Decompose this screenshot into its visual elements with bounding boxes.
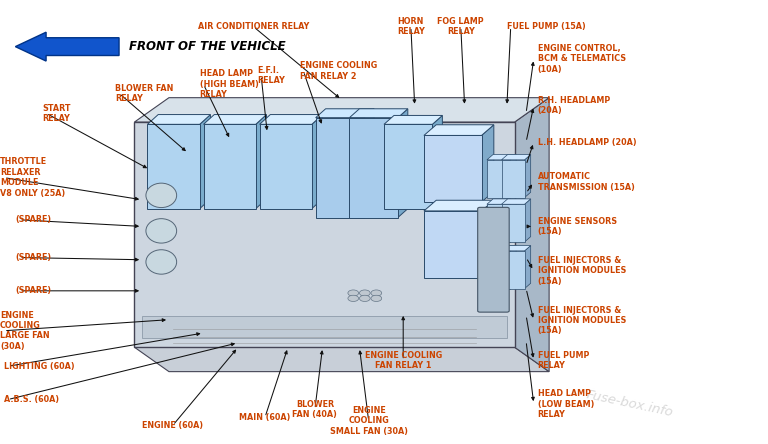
- Text: FUEL PUMP
RELAY: FUEL PUMP RELAY: [538, 351, 589, 370]
- Text: THROTTLE
RELAXER
MODULE
V8 ONLY (25A): THROTTLE RELAXER MODULE V8 ONLY (25A): [0, 158, 65, 198]
- Polygon shape: [424, 200, 494, 211]
- Text: (SPARE): (SPARE): [15, 215, 51, 224]
- Polygon shape: [482, 125, 494, 202]
- Circle shape: [371, 290, 382, 296]
- Polygon shape: [142, 316, 507, 338]
- Bar: [316, 118, 364, 218]
- FancyBboxPatch shape: [478, 207, 509, 312]
- Text: ENGINE CONTROL,
BCM & TELEMATICS
(10A): ENGINE CONTROL, BCM & TELEMATICS (10A): [538, 44, 626, 74]
- Circle shape: [348, 290, 359, 296]
- Text: E.F.I.
RELAY: E.F.I. RELAY: [257, 66, 285, 85]
- Text: ENGINE SENSORS
(15A): ENGINE SENSORS (15A): [538, 217, 617, 236]
- Text: A.B.S. (60A): A.B.S. (60A): [4, 395, 59, 404]
- Text: ENGINE (60A): ENGINE (60A): [142, 421, 204, 430]
- Polygon shape: [487, 246, 516, 251]
- Text: AUTOMATIC
TRANSMISSION (15A): AUTOMATIC TRANSMISSION (15A): [538, 172, 634, 192]
- Text: L.H. HEADLAMP (20A): L.H. HEADLAMP (20A): [538, 138, 636, 147]
- Text: ENGINE COOLING
FAN RELAY 1: ENGINE COOLING FAN RELAY 1: [365, 351, 442, 370]
- Bar: [424, 211, 482, 278]
- Text: START
RELAY: START RELAY: [42, 103, 71, 123]
- Text: FRONT OF THE VEHICLE: FRONT OF THE VEHICLE: [129, 40, 286, 53]
- Bar: [502, 251, 525, 289]
- Polygon shape: [515, 98, 549, 372]
- Bar: [502, 160, 525, 198]
- Text: ENGINE COOLING
FAN RELAY 2: ENGINE COOLING FAN RELAY 2: [300, 61, 377, 81]
- Ellipse shape: [146, 250, 177, 274]
- Polygon shape: [482, 200, 494, 278]
- Polygon shape: [134, 347, 549, 372]
- Polygon shape: [134, 98, 549, 122]
- Polygon shape: [510, 199, 516, 242]
- Polygon shape: [260, 115, 323, 124]
- Circle shape: [359, 295, 370, 301]
- Text: ENGINE
COOLING
LARGE FAN
(30A): ENGINE COOLING LARGE FAN (30A): [0, 311, 50, 351]
- Bar: [487, 204, 510, 242]
- Polygon shape: [200, 115, 210, 209]
- Circle shape: [359, 290, 370, 296]
- Text: AIR CONDITIONER RELAY: AIR CONDITIONER RELAY: [197, 22, 310, 31]
- Polygon shape: [487, 199, 516, 204]
- Text: FUEL INJECTORS &
IGNITION MODULES
(15A): FUEL INJECTORS & IGNITION MODULES (15A): [538, 256, 626, 286]
- Bar: [487, 160, 510, 198]
- Polygon shape: [502, 199, 531, 204]
- Bar: [147, 124, 200, 209]
- Text: Fuse-box.info: Fuse-box.info: [585, 388, 674, 420]
- Text: (SPARE): (SPARE): [15, 253, 51, 262]
- Bar: [502, 204, 525, 242]
- Text: ENGINE
COOLING
SMALL FAN (30A): ENGINE COOLING SMALL FAN (30A): [329, 406, 408, 436]
- Text: FOG LAMP
RELAY: FOG LAMP RELAY: [438, 17, 484, 36]
- Bar: [349, 118, 398, 218]
- Polygon shape: [487, 155, 516, 160]
- Text: HEAD LAMP
(HIGH BEAM)
RELAY: HEAD LAMP (HIGH BEAM) RELAY: [200, 69, 259, 99]
- Polygon shape: [510, 155, 516, 198]
- Bar: [204, 124, 256, 209]
- Polygon shape: [364, 109, 374, 218]
- Text: HORN
RELAY: HORN RELAY: [397, 17, 425, 36]
- Circle shape: [348, 295, 359, 301]
- Text: BLOWER FAN
RELAY: BLOWER FAN RELAY: [115, 83, 174, 103]
- Polygon shape: [432, 115, 442, 209]
- Polygon shape: [147, 115, 210, 124]
- Polygon shape: [384, 115, 442, 124]
- Polygon shape: [525, 199, 531, 242]
- Text: FUEL PUMP (15A): FUEL PUMP (15A): [507, 22, 586, 31]
- Polygon shape: [502, 246, 531, 251]
- Polygon shape: [312, 115, 323, 209]
- Polygon shape: [349, 109, 408, 118]
- Bar: [487, 251, 510, 289]
- Polygon shape: [204, 115, 266, 124]
- Text: MAIN (60A): MAIN (60A): [240, 413, 290, 422]
- Bar: [260, 124, 312, 209]
- Text: HEAD LAMP
(LOW BEAM)
RELAY: HEAD LAMP (LOW BEAM) RELAY: [538, 389, 594, 419]
- Polygon shape: [424, 125, 494, 135]
- Circle shape: [371, 295, 382, 301]
- Text: R.H. HEADLAMP
(20A): R.H. HEADLAMP (20A): [538, 96, 610, 115]
- Polygon shape: [510, 246, 516, 289]
- Text: (SPARE): (SPARE): [15, 286, 51, 295]
- Polygon shape: [134, 122, 515, 347]
- Bar: [384, 124, 432, 209]
- Polygon shape: [502, 155, 531, 160]
- Bar: [424, 135, 482, 202]
- FancyArrow shape: [15, 32, 119, 61]
- Polygon shape: [398, 109, 408, 218]
- Text: FUEL INJECTORS &
IGNITION MODULES
(15A): FUEL INJECTORS & IGNITION MODULES (15A): [538, 305, 626, 336]
- Text: BLOWER
FAN (40A): BLOWER FAN (40A): [293, 400, 337, 419]
- Text: LIGHTING (60A): LIGHTING (60A): [4, 362, 74, 371]
- Polygon shape: [525, 246, 531, 289]
- Ellipse shape: [146, 183, 177, 208]
- Polygon shape: [256, 115, 266, 209]
- Polygon shape: [316, 109, 374, 118]
- Ellipse shape: [146, 219, 177, 243]
- Polygon shape: [525, 155, 531, 198]
